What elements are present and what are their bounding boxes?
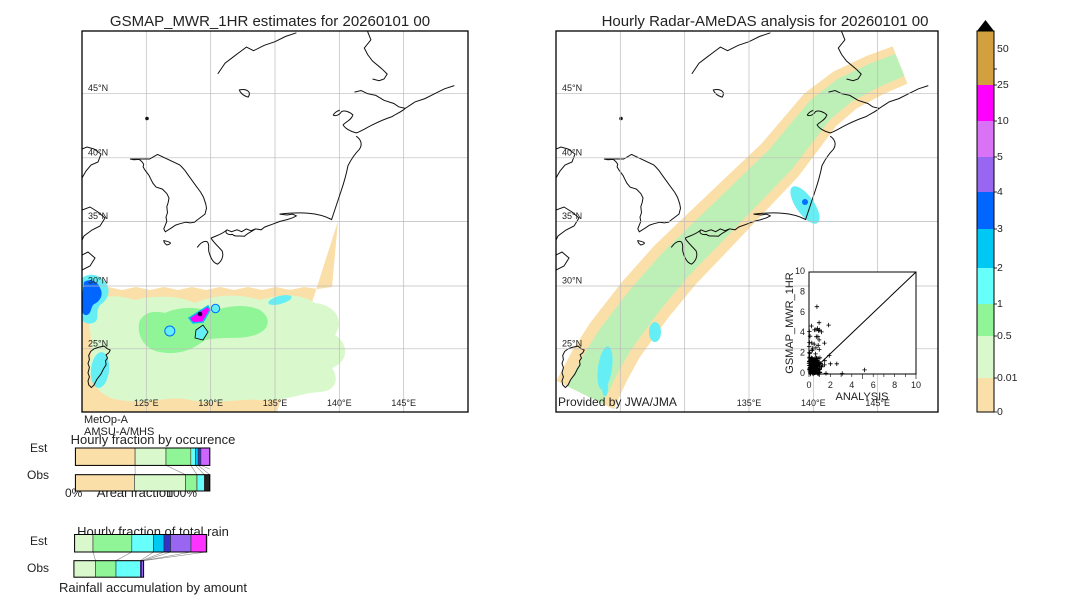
svg-text:Est: Est — [30, 534, 48, 548]
svg-text:Hourly fraction by occurence: Hourly fraction by occurence — [71, 432, 236, 447]
svg-text:Obs: Obs — [27, 468, 49, 482]
svg-text:Est: Est — [30, 441, 48, 455]
svg-text:Rainfall accumulation by amoun: Rainfall accumulation by amount — [59, 580, 247, 595]
svg-text:Obs: Obs — [27, 561, 49, 575]
